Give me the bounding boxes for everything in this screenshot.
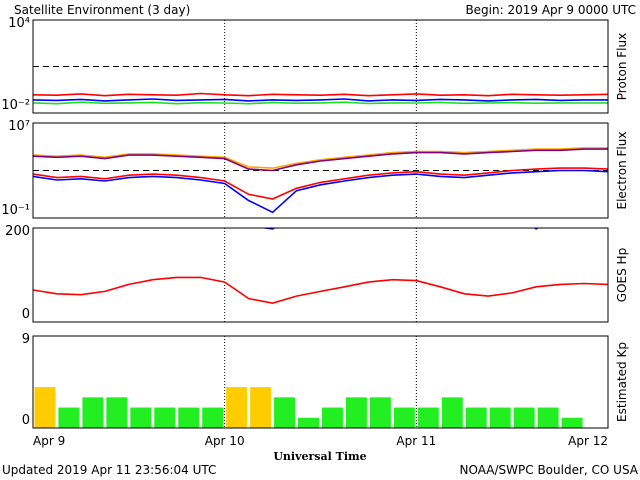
y-tick-label: 0 (22, 413, 30, 428)
bar (250, 387, 272, 428)
panel-frame (32, 227, 609, 323)
bar (106, 397, 128, 428)
series-line (33, 169, 608, 214)
series-line (33, 167, 608, 200)
series-line (33, 92, 608, 97)
bar (202, 407, 224, 428)
bar (154, 407, 176, 428)
series-line (33, 147, 608, 169)
panel (33, 336, 608, 428)
series-line (33, 276, 608, 305)
bar (561, 417, 583, 428)
bar (345, 397, 367, 428)
y-axis-label: GOES Hp (615, 248, 629, 302)
series-line (33, 98, 608, 102)
bar (178, 407, 200, 428)
updated-time: Updated 2019 Apr 11 23:56:04 UTC (2, 463, 216, 477)
series-line (33, 101, 608, 105)
bar (393, 407, 415, 428)
bar (226, 387, 248, 428)
bar (369, 397, 391, 428)
y-tick-label: 10⁻¹ (1, 203, 30, 218)
y-tick-label: 9 (22, 332, 30, 347)
bar (417, 407, 439, 428)
y-tick-label: 10⁻² (1, 98, 30, 113)
credit: NOAA/SWPC Boulder, CO USA (460, 463, 639, 477)
bar (441, 397, 463, 428)
bar (130, 407, 152, 428)
y-axis-label: Estimated Kp (615, 342, 629, 422)
x-tick-label: Apr 12 (568, 434, 608, 448)
bar (489, 407, 511, 428)
bar (34, 387, 56, 428)
y-tick-label: 0 (22, 307, 30, 322)
bar (322, 407, 343, 428)
panel (33, 123, 608, 218)
begin-time: Begin: 2019 Apr 9 0000 UTC (465, 3, 636, 17)
y-tick-label: 10⁴ (8, 16, 30, 31)
bar (513, 407, 535, 428)
y-tick-label: 10⁷ (8, 119, 30, 134)
x-axis-label: Universal Time (273, 450, 366, 463)
bar (465, 407, 487, 428)
bar (58, 407, 80, 428)
panel-frame (32, 122, 609, 219)
bar (298, 417, 319, 428)
x-tick-label: Apr 10 (205, 434, 245, 448)
series-line (33, 148, 608, 172)
x-tick-label: Apr 11 (396, 434, 436, 448)
y-tick-label: 200 (5, 224, 30, 239)
y-axis-label: Proton Flux (615, 33, 629, 100)
panel-frame (32, 19, 609, 114)
y-axis-label: Electron Flux (615, 132, 629, 210)
bar (274, 397, 296, 428)
x-tick-label: Apr 9 (33, 434, 65, 448)
panel (33, 228, 608, 322)
bar (537, 407, 559, 428)
bar (82, 397, 104, 428)
chart-title: Satellite Environment (3 day) (14, 3, 190, 17)
panel-frame (32, 335, 609, 429)
panel (33, 20, 608, 113)
